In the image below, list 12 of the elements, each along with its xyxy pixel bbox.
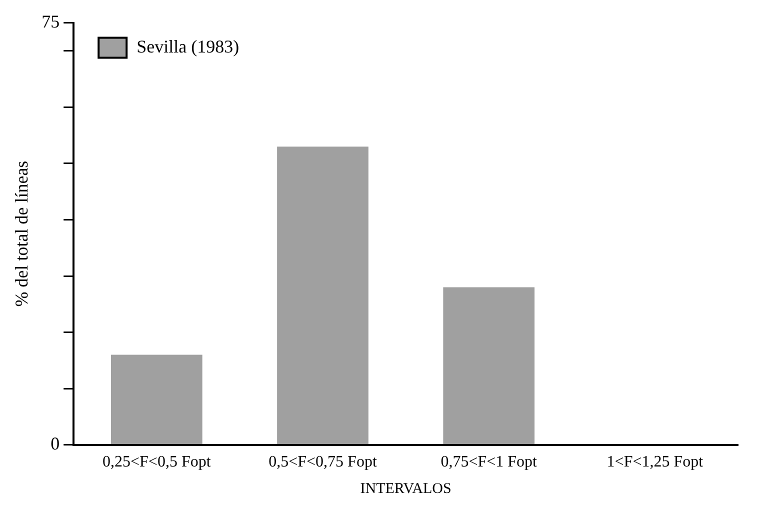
bar: [443, 287, 535, 444]
y-tick-label: 75: [42, 12, 60, 32]
x-axis-title: INTERVALOS: [360, 480, 452, 497]
bar: [277, 146, 368, 444]
x-tick-label: 0,5<F<0,75 Fopt: [268, 454, 378, 471]
legend-label: Sevilla (1983): [136, 36, 240, 57]
y-axis-title: % del total de líneas: [12, 160, 32, 307]
y-tick-label: 0: [50, 434, 60, 454]
x-tick-label: 0,25<F<0,5 Fopt: [102, 454, 212, 471]
bar: [110, 354, 202, 444]
x-tick-label: 0,75<F<1 Fopt: [440, 454, 538, 471]
x-tick-label: 1<F<1,25 Fopt: [606, 454, 704, 471]
